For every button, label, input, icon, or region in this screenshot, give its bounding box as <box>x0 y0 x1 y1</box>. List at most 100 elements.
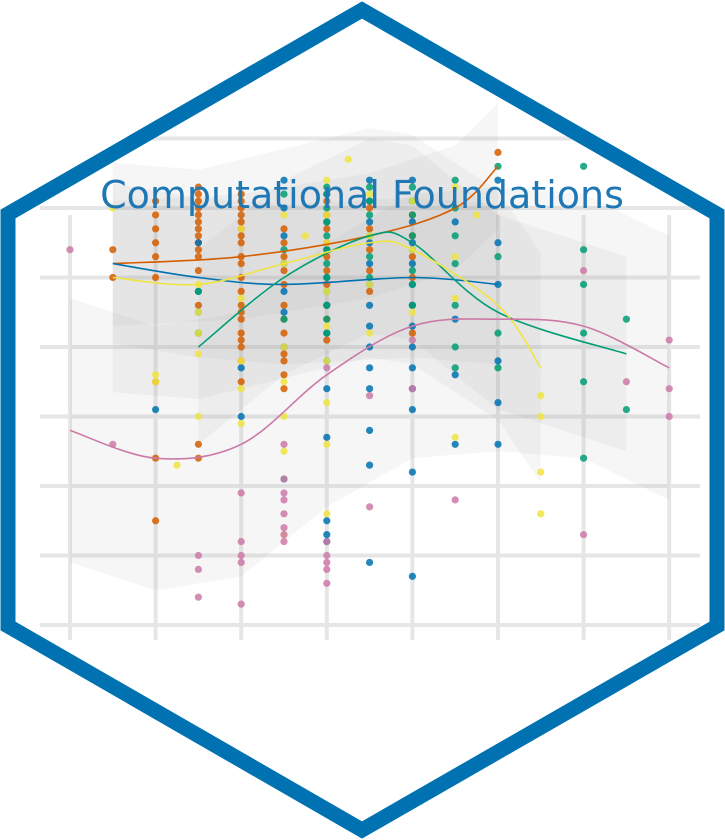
data-point <box>280 496 288 504</box>
data-point <box>580 329 588 337</box>
data-point <box>366 197 374 205</box>
data-point <box>152 378 160 386</box>
data-point <box>323 190 331 198</box>
data-point <box>280 225 288 233</box>
smooth-lines <box>69 165 670 460</box>
data-point <box>280 176 288 184</box>
data-point <box>237 489 245 497</box>
data-point <box>494 357 502 365</box>
data-point <box>237 239 245 247</box>
data-point <box>237 204 245 212</box>
data-point <box>323 579 331 587</box>
data-point <box>323 517 331 525</box>
data-point <box>323 315 331 323</box>
data-point <box>237 329 245 337</box>
data-point <box>323 551 331 560</box>
data-point <box>194 246 202 254</box>
data-point <box>451 440 459 448</box>
data-point <box>280 440 288 448</box>
data-point <box>280 538 288 546</box>
data-point <box>237 301 245 309</box>
data-point <box>194 350 202 358</box>
data-point <box>323 273 331 282</box>
data-point <box>280 329 288 337</box>
data-point <box>280 447 288 455</box>
data-point <box>152 273 160 282</box>
data-point <box>366 558 374 567</box>
data-point <box>580 162 588 170</box>
data-point <box>194 190 202 198</box>
data-point <box>366 385 374 393</box>
data-point <box>323 399 331 407</box>
data-point <box>408 308 416 316</box>
data-point <box>366 204 374 212</box>
data-point <box>494 364 502 372</box>
data-point <box>366 392 374 400</box>
data-point <box>194 218 202 226</box>
data-point <box>451 253 459 261</box>
data-point <box>237 600 245 608</box>
smooth-trend-line <box>69 318 670 460</box>
data-point <box>580 266 588 275</box>
data-point <box>323 218 331 226</box>
data-point <box>323 260 331 268</box>
data-point <box>323 301 331 309</box>
data-point <box>451 176 459 184</box>
data-point <box>451 218 459 226</box>
data-point <box>408 468 416 476</box>
data-point <box>323 197 331 205</box>
data-point <box>237 260 245 268</box>
data-point <box>237 287 245 295</box>
data-point <box>280 343 288 351</box>
data-point <box>280 385 288 393</box>
data-point <box>237 197 245 205</box>
data-point <box>451 496 459 504</box>
data-point <box>152 197 160 205</box>
data-point <box>665 385 673 393</box>
data-point <box>237 385 245 393</box>
data-point <box>194 301 202 309</box>
data-point <box>323 531 331 539</box>
data-point <box>323 287 331 295</box>
data-point <box>622 378 631 386</box>
logo-title: Computational Foundations <box>100 173 624 217</box>
data-point <box>237 357 245 365</box>
data-point <box>173 461 181 469</box>
scatter-points <box>66 148 673 608</box>
data-point <box>494 399 502 407</box>
data-point <box>280 301 288 309</box>
data-point <box>194 565 202 574</box>
data-point <box>408 405 416 414</box>
data-point <box>194 232 202 240</box>
data-point <box>537 468 545 476</box>
data-point <box>408 197 416 205</box>
data-point <box>580 531 588 539</box>
data-point <box>237 551 245 560</box>
data-point <box>323 232 331 240</box>
data-point <box>323 385 331 393</box>
data-point <box>366 503 374 511</box>
data-point <box>237 308 245 316</box>
data-point <box>152 371 160 379</box>
data-point <box>451 301 459 309</box>
data-point <box>323 433 331 441</box>
data-point <box>237 315 245 323</box>
data-point <box>280 287 288 295</box>
data-point <box>408 364 416 372</box>
data-point <box>494 440 502 448</box>
data-point <box>194 551 202 560</box>
data-point <box>237 336 245 344</box>
smooth-trend-line <box>112 240 542 369</box>
data-point <box>408 329 416 337</box>
data-point <box>366 266 374 275</box>
data-point <box>408 280 416 289</box>
data-point <box>280 412 288 421</box>
data-point <box>366 246 374 254</box>
data-point <box>622 315 631 323</box>
data-point <box>280 357 288 365</box>
data-point <box>323 357 331 365</box>
data-point <box>280 378 288 386</box>
data-point <box>152 517 160 525</box>
data-point <box>194 440 202 448</box>
data-point <box>323 538 331 546</box>
